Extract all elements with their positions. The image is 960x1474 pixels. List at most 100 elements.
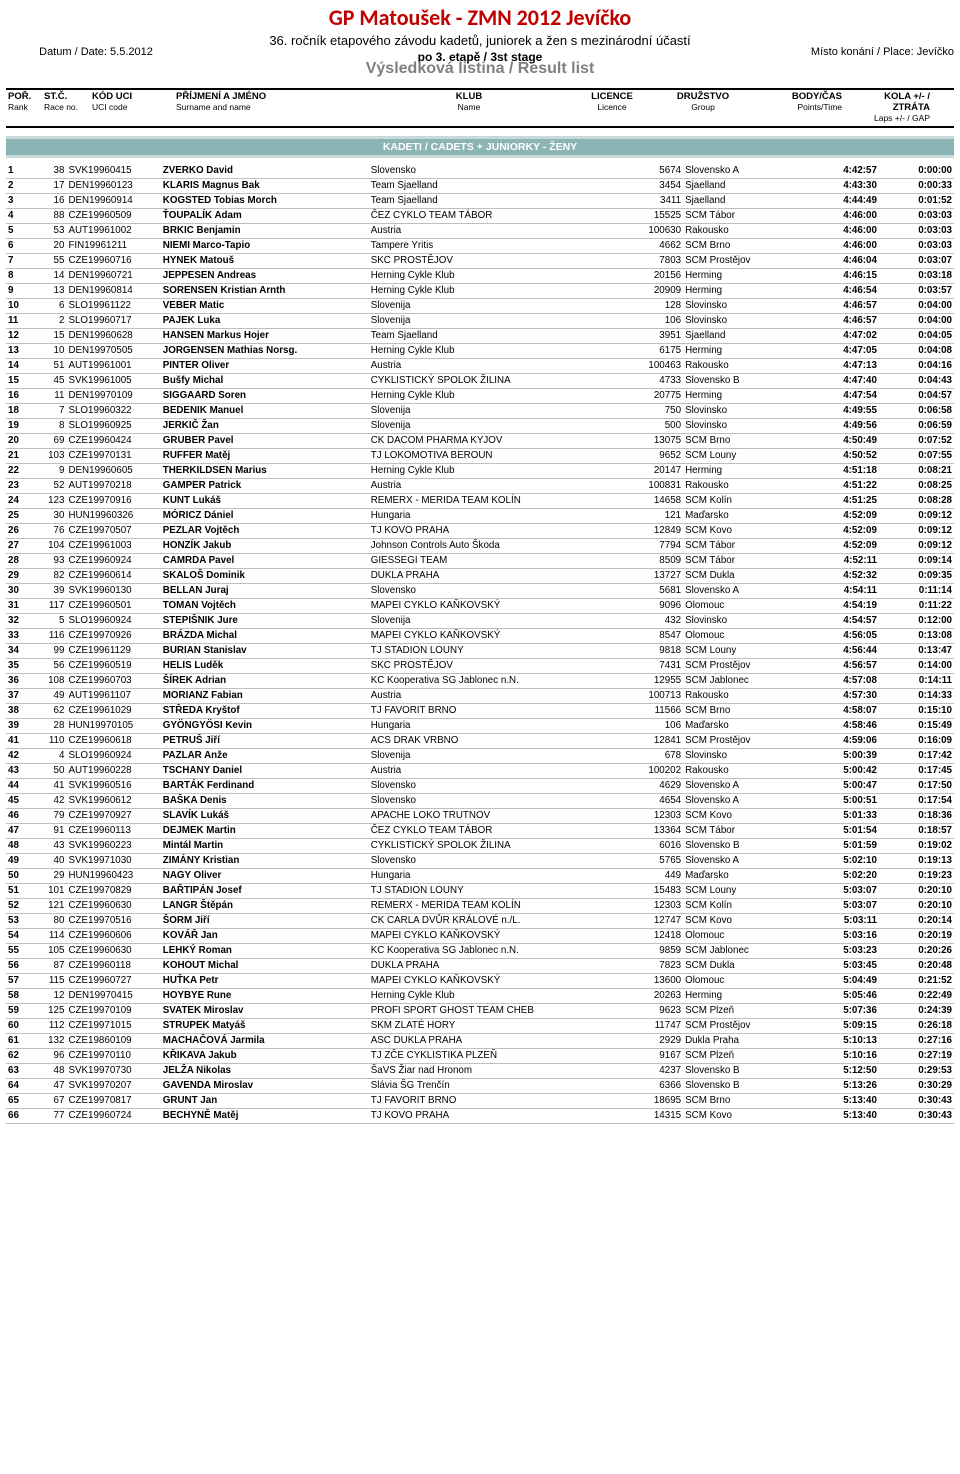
cell-gap: 0:20:10 [879, 898, 954, 913]
cell-klub: MAPEI CYKLO KAŇKOVSKÝ [369, 598, 623, 613]
cell-time: 5:01:59 [804, 838, 879, 853]
cell-gap: 0:07:55 [879, 448, 954, 463]
cell-name: KLARIS Magnus Bak [161, 178, 369, 193]
cell-licence: 4733 [623, 373, 683, 388]
cell-gap: 0:20:26 [879, 943, 954, 958]
cell-licence: 15483 [623, 883, 683, 898]
cell-rank: 12 [6, 328, 33, 343]
table-row: 4542SVK19960612BAŠKA DenisSlovensko4654S… [6, 793, 954, 808]
cell-name: MACHAČOVÁ Jarmila [161, 1033, 369, 1048]
cell-time: 4:58:46 [804, 718, 879, 733]
cell-licence: 20263 [623, 988, 683, 1003]
cell-rank: 23 [6, 478, 33, 493]
cell-uci: CZE19960519 [66, 658, 160, 673]
table-row: 54114CZE19960606KOVÁŘ JanMAPEI CYKLO KAŇ… [6, 928, 954, 943]
cell-uci: AUT19970218 [66, 478, 160, 493]
cell-rank: 39 [6, 718, 33, 733]
cell-time: 4:46:00 [804, 238, 879, 253]
cell-gap: 0:11:22 [879, 598, 954, 613]
cell-klub: GIESSEGI TEAM [369, 553, 623, 568]
cell-gap: 0:04:08 [879, 343, 954, 358]
table-row: 21103CZE19970131RUFFER MatějTJ LOKOMOTIV… [6, 448, 954, 463]
cell-klub: CYKLISTICKÝ SPOLOK ŽILINA [369, 838, 623, 853]
cell-name: NIEMI Marco-Tapio [161, 238, 369, 253]
cell-rank: 4 [6, 208, 33, 223]
cell-time: 4:49:56 [804, 418, 879, 433]
cell-licence: 100463 [623, 358, 683, 373]
cell-time: 4:50:52 [804, 448, 879, 463]
cell-gap: 0:00:33 [879, 178, 954, 193]
cell-raceno: 48 [33, 1063, 67, 1078]
cell-gap: 0:14:00 [879, 658, 954, 673]
cell-rank: 10 [6, 298, 33, 313]
table-row: 55105CZE19960630LEHKÝ RomanKC Kooperativ… [6, 943, 954, 958]
cell-raceno: 29 [33, 868, 67, 883]
cell-time: 4:52:09 [804, 508, 879, 523]
cell-name: KOVÁŘ Jan [161, 928, 369, 943]
cell-klub: Herning Cykle Klub [369, 463, 623, 478]
cell-raceno: 108 [33, 673, 67, 688]
cell-licence: 12303 [623, 808, 683, 823]
cell-klub: Slovensko [369, 853, 623, 868]
cell-name: PETRUŠ Jiří [161, 733, 369, 748]
cell-klub: MAPEI CYKLO KAŇKOVSKÝ [369, 973, 623, 988]
cell-klub: TJ KOVO PRAHA [369, 523, 623, 538]
cell-time: 5:03:23 [804, 943, 879, 958]
cell-raceno: 39 [33, 583, 67, 598]
cell-gap: 0:07:52 [879, 433, 954, 448]
cell-klub: Hungaria [369, 868, 623, 883]
cell-raceno: 101 [33, 883, 67, 898]
cell-time: 5:13:26 [804, 1078, 879, 1093]
cell-group: SCM Brno [683, 238, 804, 253]
cell-time: 5:02:20 [804, 868, 879, 883]
cell-licence: 4629 [623, 778, 683, 793]
cell-klub: SKC PROSTĚJOV [369, 253, 623, 268]
cell-gap: 0:04:43 [879, 373, 954, 388]
cell-rank: 2 [6, 178, 33, 193]
cell-klub: TJ STADION LOUNY [369, 643, 623, 658]
cell-group: Herming [683, 988, 804, 1003]
cell-time: 5:03:07 [804, 883, 879, 898]
cell-time: 5:00:39 [804, 748, 879, 763]
cell-time: 4:57:30 [804, 688, 879, 703]
cell-group: SCM Prostějov [683, 658, 804, 673]
cell-rank: 44 [6, 778, 33, 793]
cell-group: SCM Tábor [683, 553, 804, 568]
cell-time: 4:43:30 [804, 178, 879, 193]
cell-time: 5:09:15 [804, 1018, 879, 1033]
cell-raceno: 20 [33, 238, 67, 253]
cell-raceno: 103 [33, 448, 67, 463]
table-row: 3928HUN19970105GYÖNGYÖSI KevinHungaria10… [6, 718, 954, 733]
cell-gap: 0:08:25 [879, 478, 954, 493]
cell-gap: 0:06:59 [879, 418, 954, 433]
cell-licence: 3411 [623, 193, 683, 208]
cell-group: Sjaelland [683, 328, 804, 343]
cell-licence: 100202 [623, 763, 683, 778]
table-row: 60112CZE19971015STRUPEK MatyášSKM ZLATÉ … [6, 1018, 954, 1033]
cell-group: SCM Prostějov [683, 253, 804, 268]
cell-uci: CZE19970829 [66, 883, 160, 898]
cell-time: 4:46:00 [804, 223, 879, 238]
cell-licence: 12418 [623, 928, 683, 943]
cell-time: 4:56:57 [804, 658, 879, 673]
cell-group: Slovensko B [683, 1063, 804, 1078]
cell-uci: CZE19860109 [66, 1033, 160, 1048]
cell-licence: 20775 [623, 388, 683, 403]
table-row: 4940SVK19971030ZIMÁNY KristianSlovensko5… [6, 853, 954, 868]
cell-time: 5:10:16 [804, 1048, 879, 1063]
table-row: 6677CZE19960724BECHYNĚ MatějTJ KOVO PRAH… [6, 1108, 954, 1123]
cell-group: Herming [683, 283, 804, 298]
cell-uci: CZE19960614 [66, 568, 160, 583]
cell-uci: SVK19961005 [66, 373, 160, 388]
cell-name: HONZÍK Jakub [161, 538, 369, 553]
cell-uci: CZE19960618 [66, 733, 160, 748]
cell-rank: 49 [6, 853, 33, 868]
cell-uci: SVK19960612 [66, 793, 160, 808]
cell-raceno: 105 [33, 943, 67, 958]
cell-klub: Herning Cykle Klub [369, 388, 623, 403]
cell-licence: 12955 [623, 673, 683, 688]
cell-rank: 41 [6, 733, 33, 748]
cell-group: Olomouc [683, 598, 804, 613]
cell-time: 4:47:54 [804, 388, 879, 403]
cell-klub: TJ LOKOMOTIVA BEROUN [369, 448, 623, 463]
